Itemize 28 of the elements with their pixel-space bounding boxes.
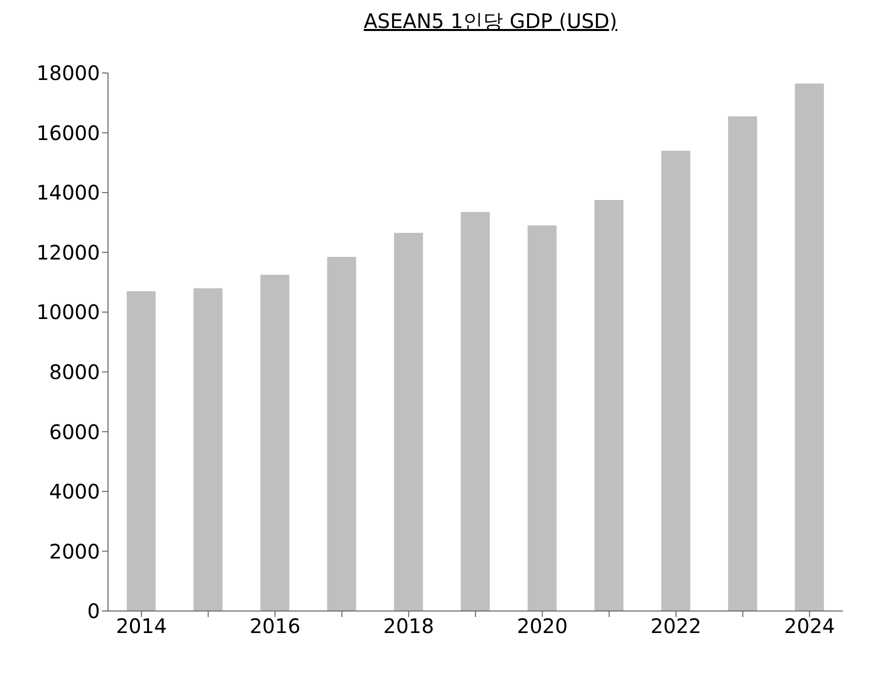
y-tick-label: 0 xyxy=(87,599,100,624)
y-tick-label: 6000 xyxy=(49,420,100,444)
bar xyxy=(260,274,290,611)
x-tick-label: 2018 xyxy=(383,614,434,638)
x-tick-label: 2022 xyxy=(650,614,702,638)
bar xyxy=(661,150,690,611)
chart-title: ASEAN5 1인당 GDP (USD) xyxy=(362,8,618,35)
x-tick-label: 2016 xyxy=(250,614,300,638)
bar xyxy=(528,225,557,611)
y-tick-label: 16000 xyxy=(36,120,100,145)
x-tick-label: 2020 xyxy=(516,614,568,638)
bar xyxy=(394,232,423,611)
bar xyxy=(327,256,356,611)
bar xyxy=(126,291,156,611)
y-tick-label: 14000 xyxy=(36,180,100,205)
bar xyxy=(194,288,223,611)
y-tick-label: 10000 xyxy=(36,300,100,324)
y-tick-label: 18000 xyxy=(36,61,100,86)
y-tick-label: 12000 xyxy=(36,240,100,264)
bar xyxy=(460,212,490,611)
y-tick-label: 8000 xyxy=(49,360,100,384)
x-tick-label: 2024 xyxy=(784,614,836,638)
y-tick-label: 2000 xyxy=(49,539,100,564)
y-tick-label: 4000 xyxy=(49,480,100,504)
bar xyxy=(728,116,758,611)
bar xyxy=(794,83,824,611)
x-tick-label: 2014 xyxy=(116,614,167,638)
bar xyxy=(594,200,624,611)
